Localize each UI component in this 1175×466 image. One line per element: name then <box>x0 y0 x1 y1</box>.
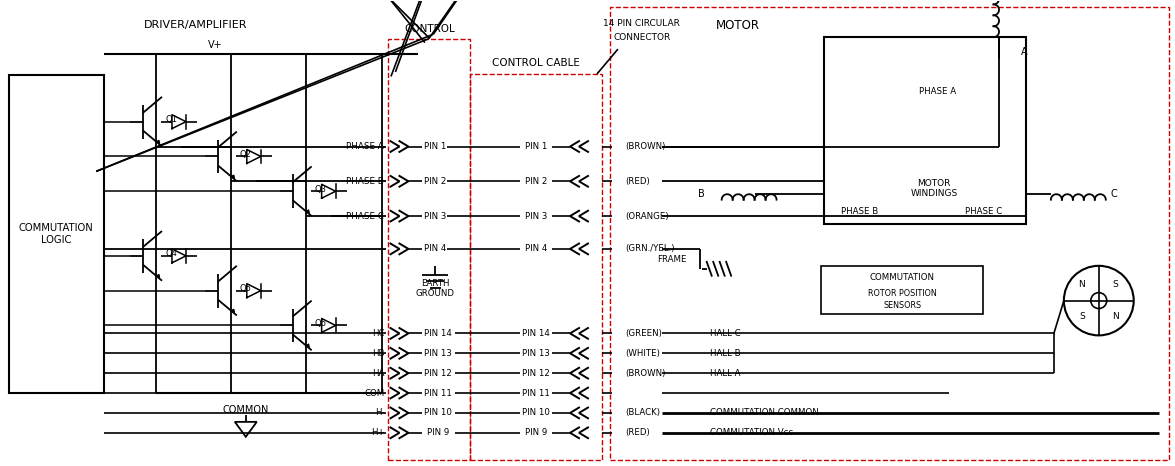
Text: N: N <box>1113 312 1119 321</box>
Text: V+: V+ <box>208 40 222 50</box>
Text: PIN 14: PIN 14 <box>424 329 452 338</box>
Text: PHASE B: PHASE B <box>345 177 383 186</box>
Text: PIN 3: PIN 3 <box>424 212 447 220</box>
Text: PIN 10: PIN 10 <box>424 408 452 418</box>
Text: HC: HC <box>372 329 384 338</box>
Text: S: S <box>1113 280 1119 289</box>
Text: CONTROL CABLE: CONTROL CABLE <box>492 58 580 68</box>
Text: 14 PIN CIRCULAR: 14 PIN CIRCULAR <box>604 19 680 28</box>
Text: HALL A: HALL A <box>710 369 740 377</box>
Text: COMMUTATION
LOGIC: COMMUTATION LOGIC <box>19 223 94 245</box>
Text: H-: H- <box>375 408 384 418</box>
Text: CONNECTOR: CONNECTOR <box>613 33 671 41</box>
Text: PIN 2: PIN 2 <box>424 177 447 186</box>
Text: A: A <box>1021 47 1027 57</box>
Text: COMMUTATION: COMMUTATION <box>870 273 935 282</box>
Text: (RED): (RED) <box>625 428 650 437</box>
Text: PHASE A: PHASE A <box>919 87 955 96</box>
Text: HA: HA <box>372 369 384 377</box>
Text: N: N <box>1079 280 1086 289</box>
Bar <box>470 74 602 459</box>
Text: (BLACK): (BLACK) <box>625 408 660 418</box>
Text: (ORANGE): (ORANGE) <box>625 212 669 220</box>
Text: Q2: Q2 <box>240 150 251 159</box>
Text: (RED): (RED) <box>625 177 650 186</box>
Text: H+: H+ <box>371 428 384 437</box>
Text: HALL B: HALL B <box>710 349 740 358</box>
Text: PIN 12: PIN 12 <box>522 369 550 377</box>
Bar <box>9 75 105 393</box>
Text: S: S <box>1079 312 1085 321</box>
Text: C: C <box>1110 189 1117 199</box>
Text: COMMUTATION Vcc: COMMUTATION Vcc <box>710 428 793 437</box>
Text: (GRN./YEL.): (GRN./YEL.) <box>625 244 674 254</box>
Text: (GREEN): (GREEN) <box>625 329 662 338</box>
Text: COMMON: COMMON <box>222 405 269 415</box>
Text: Q4: Q4 <box>165 249 177 258</box>
Text: PIN 9: PIN 9 <box>525 428 548 437</box>
Text: MOTOR
WINDINGS: MOTOR WINDINGS <box>911 178 958 198</box>
Text: (BROWN): (BROWN) <box>625 142 665 151</box>
Text: PHASE B: PHASE B <box>841 206 878 216</box>
Text: PIN 11: PIN 11 <box>522 389 550 397</box>
Text: PHASE C: PHASE C <box>966 206 1002 216</box>
Bar <box>389 39 470 459</box>
Text: COM: COM <box>364 389 384 397</box>
Text: DRIVER/AMPLIFIER: DRIVER/AMPLIFIER <box>145 20 248 30</box>
Bar <box>825 37 1026 224</box>
Bar <box>821 266 983 314</box>
Text: MOTOR: MOTOR <box>716 19 760 32</box>
Text: HB: HB <box>372 349 384 358</box>
Text: PIN 12: PIN 12 <box>424 369 452 377</box>
Text: ROTOR POSITION: ROTOR POSITION <box>868 289 936 298</box>
Text: (BROWN): (BROWN) <box>625 369 665 377</box>
Text: PIN 3: PIN 3 <box>525 212 548 220</box>
Text: PIN 13: PIN 13 <box>522 349 550 358</box>
Text: PIN 4: PIN 4 <box>424 244 447 254</box>
Text: PIN 9: PIN 9 <box>428 428 450 437</box>
Text: COMMUTATION COMMON: COMMUTATION COMMON <box>710 408 819 418</box>
Text: SENSORS: SENSORS <box>884 301 921 310</box>
Text: PIN 10: PIN 10 <box>522 408 550 418</box>
Text: PIN 4: PIN 4 <box>525 244 548 254</box>
Text: HALL C: HALL C <box>710 329 740 338</box>
Text: PIN 14: PIN 14 <box>522 329 550 338</box>
Text: FRAME: FRAME <box>657 255 686 264</box>
Text: PIN 1: PIN 1 <box>525 142 548 151</box>
Text: PIN 2: PIN 2 <box>525 177 548 186</box>
Text: PIN 13: PIN 13 <box>424 349 452 358</box>
Text: Q3: Q3 <box>315 185 327 194</box>
Text: PIN 1: PIN 1 <box>424 142 447 151</box>
Text: PHASE C: PHASE C <box>345 212 383 220</box>
Bar <box>610 7 1169 459</box>
Text: Q1: Q1 <box>165 115 177 124</box>
Text: PIN 11: PIN 11 <box>424 389 452 397</box>
Text: (WHITE): (WHITE) <box>625 349 660 358</box>
Text: Q6: Q6 <box>315 319 327 328</box>
Text: PHASE A: PHASE A <box>345 142 383 151</box>
Text: Q5: Q5 <box>240 284 251 293</box>
Text: EARTH
GROUND: EARTH GROUND <box>416 279 455 298</box>
Text: B: B <box>698 189 705 199</box>
Text: CONTROL: CONTROL <box>404 24 455 34</box>
